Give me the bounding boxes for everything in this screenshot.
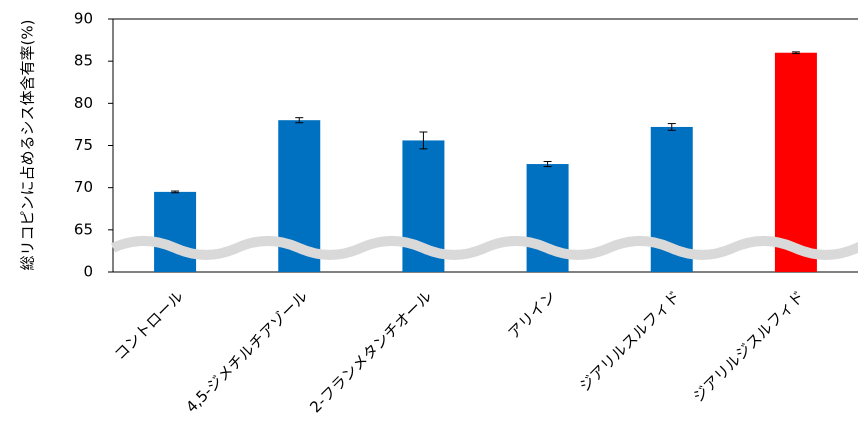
bar [774,52,817,272]
y-axis-label: 総リコピンに占めるシス体含有率(%) [19,20,37,271]
x-tick-label: 4,5-ジメチルチアゾール [182,287,311,416]
x-tick-label: ジアリルジスルフィド [689,287,808,406]
bar [154,191,197,272]
y-tick-label: 70 [74,178,93,196]
axis-break [110,236,858,260]
y-tick-label: 75 [74,136,93,154]
y-tick-label: 85 [74,52,93,70]
x-tick-label: アリイン [504,287,559,342]
x-tick-label: 2-フランメタンチオール [306,287,435,416]
y-tick-label: 0 [83,263,93,281]
x-tick-label: ジアリルスルフィド [576,287,684,395]
y-tick-label: 65 [74,220,93,238]
y-tick-label: 80 [74,94,93,112]
x-tick-label: コントロール [111,287,187,363]
y-tick-label: 90 [74,10,93,28]
